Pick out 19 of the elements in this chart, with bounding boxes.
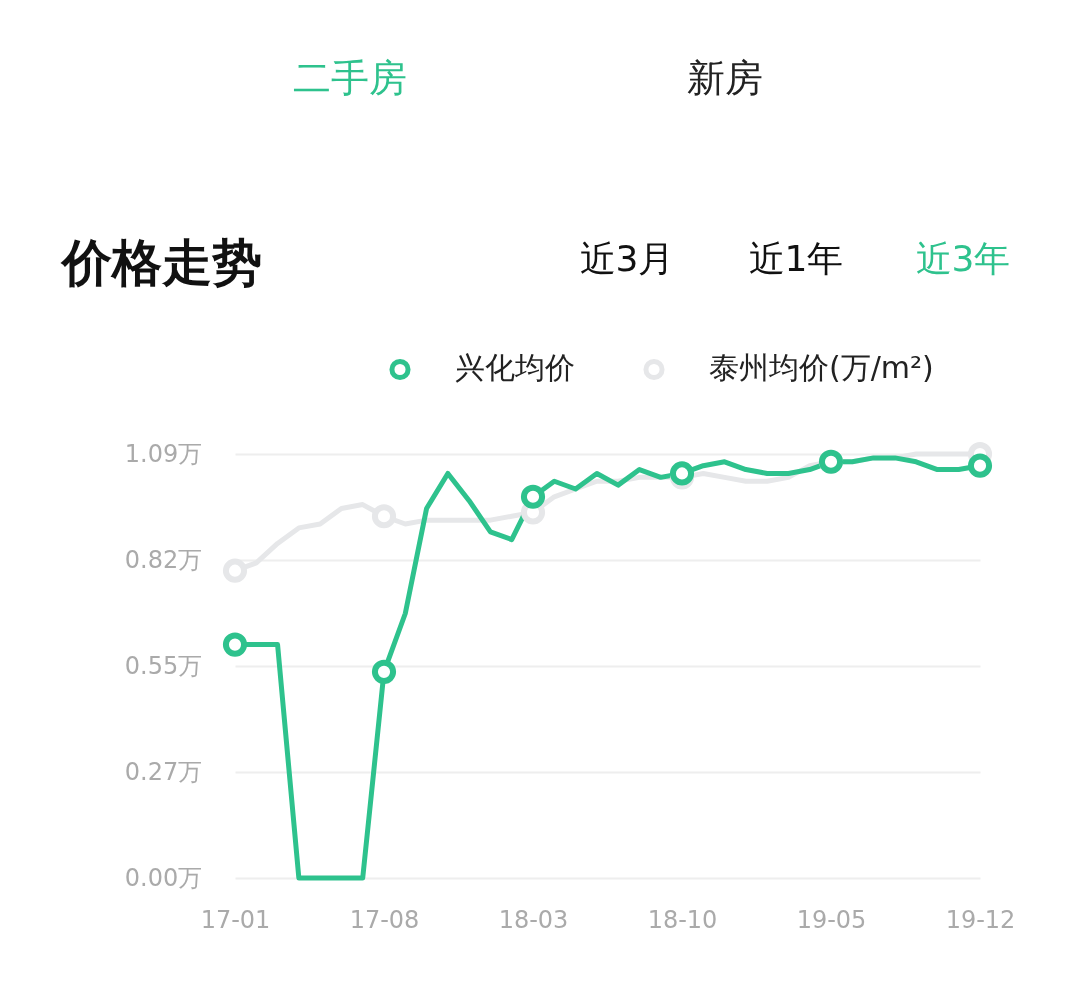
text: 二手房 — [293, 56, 407, 100]
y-tick-label: 0.82万 — [124, 545, 203, 574]
legend-label: 泰州均价(万/m²) — [709, 350, 934, 386]
y-tick-label: 0.55万 — [124, 651, 203, 680]
legend-label: 兴化均价 — [455, 350, 575, 386]
y-tick-label: 0.27万 — [124, 757, 203, 786]
x-tick-label: 18-03 — [498, 905, 569, 934]
x-tick-label: 18-10 — [647, 905, 718, 934]
text: 近1年 — [748, 238, 844, 279]
x-tick-label: 17-01 — [200, 905, 271, 934]
y-tick-label: 0.00万 — [124, 863, 203, 892]
x-tick-label: 17-08 — [349, 905, 420, 934]
text: 近3月 — [579, 238, 675, 279]
x-tick-label: 19-12 — [945, 905, 1016, 934]
x-tick-label: 19-05 — [796, 905, 867, 934]
chart-title: 价格走势 — [60, 234, 262, 292]
text: 近3年 — [915, 238, 1011, 279]
y-tick-label: 1.09万 — [124, 439, 203, 468]
text: 新房 — [687, 56, 763, 100]
